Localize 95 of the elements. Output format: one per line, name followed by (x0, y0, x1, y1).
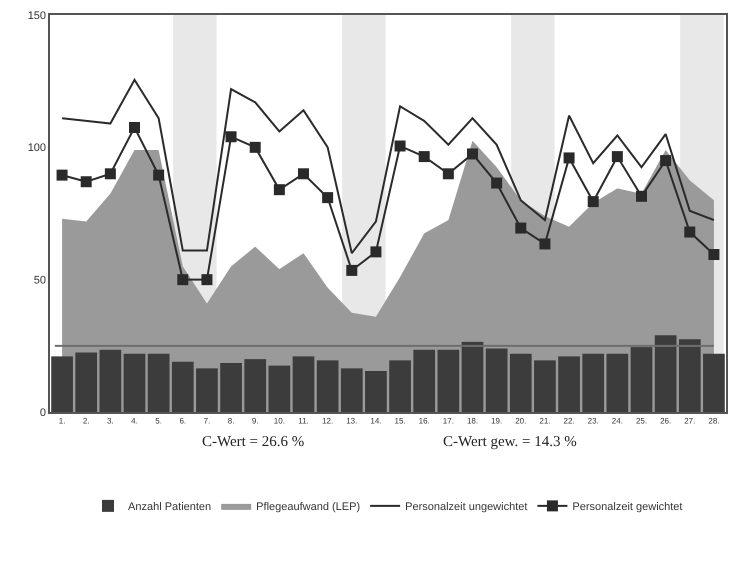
bar (510, 354, 532, 412)
point (467, 148, 478, 160)
bar (558, 356, 580, 412)
bar (534, 360, 556, 412)
bar (340, 368, 363, 412)
point (708, 249, 720, 260)
x-tick-label: 1. (58, 416, 66, 426)
legend-label: Pflegeaufwand (LEP) (256, 501, 360, 514)
point (226, 131, 237, 142)
bar (365, 370, 387, 412)
point (80, 176, 92, 188)
x-tick-label: 2. (82, 416, 90, 426)
legend-label: Personalzeit ungewichtet (405, 501, 528, 514)
bar (413, 350, 436, 412)
text: C-Wert = 26.6 % (202, 434, 304, 450)
x-tick-label: 9. (252, 416, 259, 426)
bar (124, 354, 146, 412)
point (491, 178, 502, 189)
point (104, 168, 116, 180)
x-tick-label: 23. (588, 416, 599, 426)
y-tick-label: 0 (40, 406, 46, 419)
x-tick-label: 25. (636, 416, 648, 426)
x-tick-label: 14. (370, 416, 382, 426)
bar (148, 354, 170, 412)
bar (630, 347, 652, 412)
point (201, 274, 212, 286)
x-tick-label: 7. (204, 416, 210, 426)
bar (389, 360, 411, 412)
point (298, 168, 309, 180)
x-tick-label: 13. (346, 416, 358, 426)
legend-label: Personalzeit gewichtet (572, 501, 682, 514)
bar (437, 350, 460, 412)
point (153, 170, 164, 181)
bar (462, 342, 484, 412)
x-tick-label: 24. (612, 416, 623, 426)
x-tick-label: 22. (564, 416, 575, 426)
point (370, 246, 382, 258)
bar (678, 339, 701, 412)
bar (268, 366, 290, 412)
point (636, 190, 647, 202)
point (250, 142, 261, 153)
bar (51, 356, 73, 412)
point (684, 226, 696, 238)
x-tick-label: 26. (660, 416, 672, 426)
bar (606, 354, 628, 412)
legend-label: Anzahl Patienten (128, 501, 212, 514)
bar (486, 348, 508, 412)
point (515, 222, 526, 234)
x-tick-label: 15. (394, 416, 406, 426)
point (539, 238, 550, 250)
x-tick-label: 20. (515, 416, 526, 426)
y-tick-label: 50 (34, 274, 46, 287)
x-tick-label: 18. (466, 416, 478, 426)
x-tick-label: 11. (298, 416, 309, 426)
x-tick-label: 16. (418, 416, 430, 426)
point (394, 140, 406, 152)
bar (220, 363, 242, 412)
point (56, 170, 68, 181)
text: C-Wert gew. = 14.3 % (443, 434, 577, 450)
line-series (61, 78, 715, 254)
point (129, 122, 140, 133)
bar (99, 350, 122, 412)
x-tick-label: 3. (107, 416, 114, 426)
x-tick-label: 21. (539, 416, 550, 426)
point (564, 152, 575, 164)
bar (582, 354, 604, 412)
point (322, 192, 334, 204)
bar (654, 335, 677, 412)
x-tick-label: 10. (274, 416, 285, 426)
x-tick-label: 27. (684, 416, 696, 426)
point (660, 155, 672, 166)
point (346, 264, 358, 276)
x-tick-label: 6. (179, 416, 186, 426)
x-tick-label: 28. (708, 416, 720, 426)
bar (75, 352, 98, 412)
y-tick-label: 150 (28, 10, 46, 22)
point (177, 274, 188, 286)
bar (244, 359, 266, 412)
point (588, 196, 599, 208)
point (612, 151, 623, 162)
bar (292, 356, 314, 412)
bar (196, 368, 218, 412)
x-tick-label: 4. (131, 416, 138, 426)
x-tick-label: 19. (491, 416, 502, 426)
bar (172, 362, 194, 412)
bar (703, 354, 725, 412)
point (442, 168, 454, 180)
x-tick-label: 12. (322, 416, 334, 426)
y-tick-label: 100 (28, 142, 46, 154)
x-tick-label: 8. (228, 416, 234, 426)
x-tick-label: 17. (442, 416, 454, 426)
point (418, 151, 430, 162)
bar (316, 360, 339, 412)
point (274, 184, 285, 196)
x-tick-label: 5. (155, 416, 162, 426)
